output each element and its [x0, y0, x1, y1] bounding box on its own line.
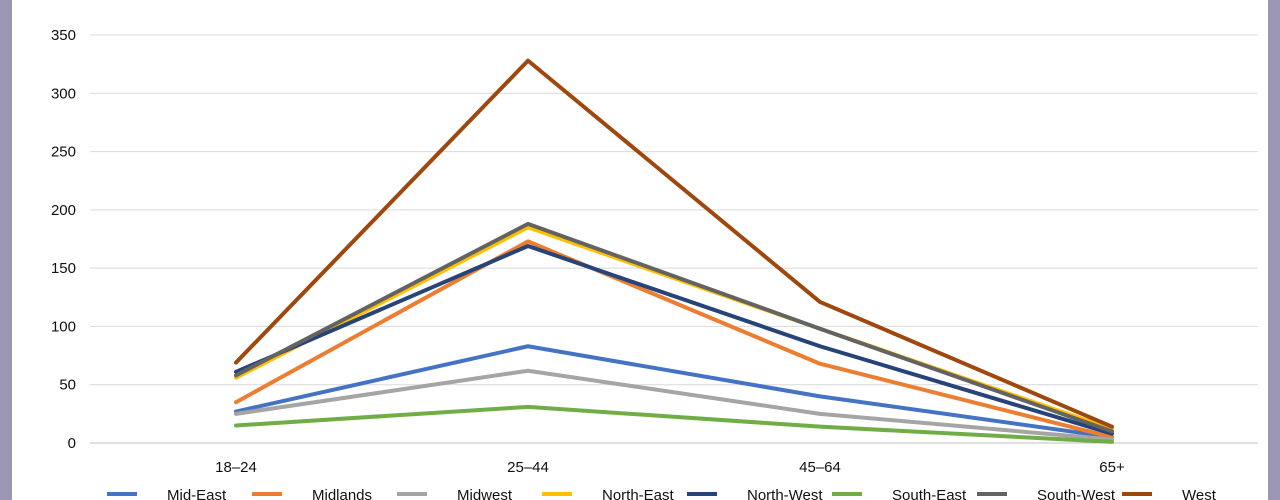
y-axis-ticks: 0 50 100 150 200 250 300 350 [51, 27, 76, 452]
y-tick-label: 50 [59, 377, 76, 394]
y-tick-label: 150 [51, 260, 76, 277]
y-tick-label: 350 [51, 27, 76, 44]
series-line [234, 368, 1114, 442]
series-line [234, 344, 1114, 440]
legend-label: Midwest [457, 487, 513, 500]
series-line [234, 239, 1114, 440]
legend-label: North-West [747, 487, 823, 500]
x-axis-ticks: 18–24 25–44 45–64 65+ [215, 459, 1125, 476]
x-tick-label: 45–64 [799, 459, 841, 476]
legend-label: Mid-East [167, 487, 227, 500]
y-tick-label: 250 [51, 144, 76, 161]
legend-label: North-East [602, 487, 675, 500]
line-chart: 0 50 100 150 200 250 300 350 18–24 25–44 45–64 65+… [51, 27, 1258, 500]
series-lines [234, 58, 1114, 444]
series-line [234, 221, 1114, 434]
gridlines [90, 34, 1258, 444]
y-tick-label: 100 [51, 318, 76, 335]
series-line [234, 243, 1114, 436]
x-tick-label: 18–24 [215, 459, 257, 476]
legend-label: Midlands [312, 487, 372, 500]
legend-label: West [1182, 487, 1217, 500]
legend-label: South-East [892, 487, 967, 500]
y-tick-label: 0 [68, 435, 76, 452]
y-tick-label: 200 [51, 202, 76, 219]
x-tick-label: 65+ [1099, 459, 1125, 476]
series-line [234, 58, 1114, 429]
legend-label: South-West [1037, 487, 1116, 500]
x-tick-label: 25–44 [507, 459, 549, 476]
series-line [234, 404, 1114, 444]
legend: Mid-East Midlands Midwest North-East North-W… [107, 487, 1217, 500]
y-tick-label: 300 [51, 85, 76, 102]
